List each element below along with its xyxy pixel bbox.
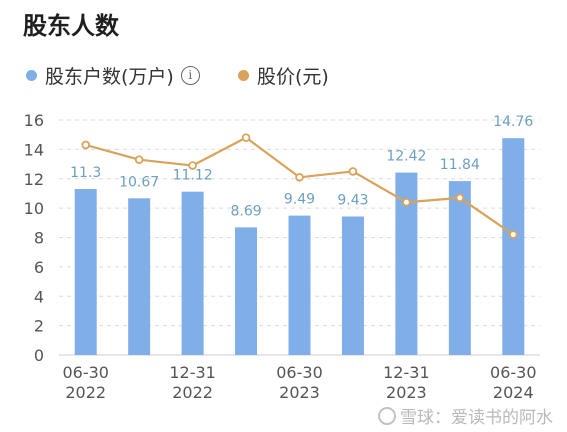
x-tick-label: 06-30 [490,363,537,382]
watermark-text: 雪球：爱读书的阿水 [400,408,553,428]
legend-item-holders[interactable]: 股东户数(万户) i [26,62,200,89]
x-tick-label: 12-31 [383,363,430,382]
x-tick-label: 2023 [279,383,320,402]
price-point [455,193,465,203]
y-tick-label: 16 [24,111,44,130]
bar [128,198,151,355]
snowball-logo-icon [378,406,396,425]
bar-data-label: 11.3 [70,165,101,181]
bar-data-label: 8.69 [230,203,261,219]
info-icon[interactable]: i [180,66,200,85]
x-tick-label: 06-30 [276,363,323,382]
price-point [348,167,358,176]
y-tick-label: 2 [34,317,44,336]
price-point [295,172,304,182]
bar [181,191,204,355]
legend-label-price: 股价(元) [257,66,329,88]
legend-label-holders: 股东户数(万户) [45,66,174,88]
x-tick-label: 2022 [172,383,213,402]
price-point [81,140,91,150]
y-tick-label: 0 [34,346,44,365]
bar-data-label: 11.84 [440,157,480,173]
bar [395,172,418,355]
legend-item-price[interactable]: 股价(元) [238,62,329,89]
y-tick-label: 10 [24,199,44,218]
price-point [508,230,518,239]
bar-data-label: 9.49 [284,192,315,208]
price-point [241,133,251,142]
price-point [134,155,144,164]
x-tick-label: 2022 [65,383,106,402]
x-tick-label: 2023 [386,383,427,402]
bar [502,138,525,355]
y-tick-label: 6 [34,258,44,277]
bar-data-label: 12.42 [386,149,426,165]
bar-data-label: 9.43 [337,192,368,208]
price-point [188,161,197,170]
y-tick-label: 8 [34,229,44,248]
legend-marker-holders [26,70,37,81]
bar [288,215,311,355]
x-tick-label: 12-31 [169,363,216,382]
bar [341,216,364,355]
price-point [402,197,411,207]
y-tick-label: 12 [24,170,44,189]
bar [235,227,258,355]
bar-data-label: 10.67 [119,174,159,190]
page-title: 股东人数 [23,12,119,40]
x-tick-label: 2024 [493,383,534,402]
bar-data-label: 11.12 [173,168,213,184]
legend-marker-price [238,70,249,81]
x-tick-label: 06-30 [62,363,109,382]
bar [448,181,471,355]
bar-data-label: 14.76 [493,114,533,130]
bar [74,189,97,355]
watermark: 雪球：爱读书的阿水 [378,403,553,428]
y-tick-label: 14 [24,140,44,159]
y-tick-label: 4 [34,287,44,306]
